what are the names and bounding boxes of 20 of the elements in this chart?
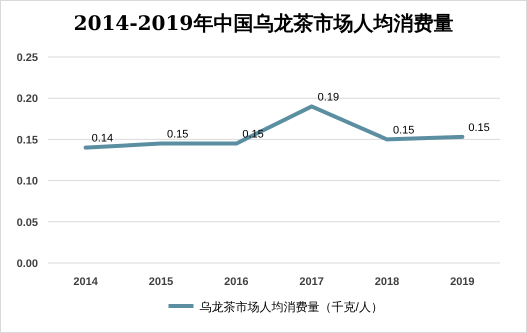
data-label: 0.15 bbox=[393, 124, 414, 136]
y-tick-label: 0.05 bbox=[16, 216, 38, 229]
y-tick-label: 0.20 bbox=[16, 93, 38, 106]
x-tick-label: 2019 bbox=[450, 276, 475, 288]
data-label: 0.15 bbox=[167, 128, 188, 141]
legend-label: 乌龙茶市场人均消费量（千克/人） bbox=[200, 300, 383, 314]
x-tick-label: 2018 bbox=[374, 276, 400, 288]
y-tick-label: 0.10 bbox=[16, 176, 38, 188]
chart-title: 2014-2019年中国乌龙茶市场人均消费量 bbox=[74, 11, 454, 35]
data-label: 0.15 bbox=[468, 122, 490, 134]
x-tick-label: 2015 bbox=[148, 276, 174, 288]
y-tick-label: 0.00 bbox=[16, 258, 38, 270]
x-tick-label: 2017 bbox=[299, 276, 324, 288]
x-tick-label: 2016 bbox=[224, 276, 249, 288]
data-label: 0.19 bbox=[318, 91, 340, 104]
x-tick-label: 2014 bbox=[73, 276, 99, 288]
y-tick-label: 0.15 bbox=[16, 134, 38, 146]
line-series bbox=[84, 104, 464, 150]
data-label: 0.14 bbox=[92, 132, 114, 145]
y-tick-label: 0.25 bbox=[16, 52, 38, 64]
